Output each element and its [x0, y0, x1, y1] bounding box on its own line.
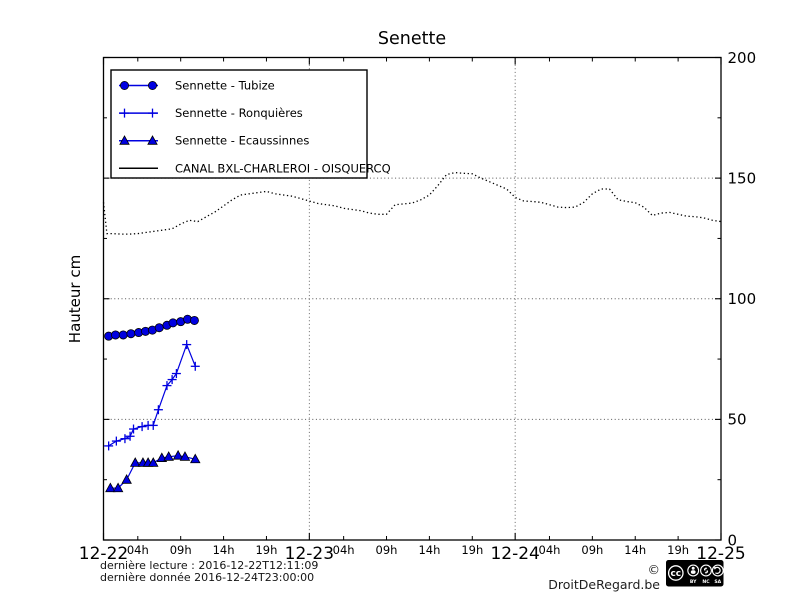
y-tick-label: 100	[728, 290, 757, 308]
last-reading-text: dernière lecture : 2016-12-22T12:11:09	[100, 559, 319, 572]
y-tick-label: 200	[728, 49, 757, 67]
copyright-text: © DroitDeRegard.be	[548, 562, 660, 592]
series-sennette-ecaussinnes	[105, 449, 201, 493]
x-day-label: 12-25	[696, 544, 745, 564]
last-data-text: dernière donnée 2016-12-24T23:00:00	[100, 570, 315, 584]
legend-item-1: Sennette - Ronquières	[119, 106, 303, 120]
legend-item-3: CANAL BXL-CHARLEROI - OISQUERCQ	[119, 161, 391, 175]
axis-ticks	[102, 56, 722, 541]
y-tick-label: 50	[728, 411, 747, 429]
x-day-label: 12-23	[285, 544, 334, 564]
x-hour-label: 04h	[333, 543, 355, 557]
x-hour-label: 14h	[213, 543, 235, 557]
x-hour-label: 19h	[667, 543, 689, 557]
x-hour-label: 04h	[539, 543, 561, 557]
x-hour-label: 19h	[461, 543, 483, 557]
y-tick-label: 150	[728, 169, 757, 187]
x-day-label: 12-22	[79, 544, 128, 564]
x-hour-label: 14h	[624, 543, 646, 557]
legend: Sennette - Tubize Sennette - Ronquières Se…	[110, 69, 391, 179]
footer-info: dernière lecture : 2016-12-22T12:11:09 d…	[100, 560, 318, 583]
legend-item-2: Sennette - Ecaussinnes	[119, 134, 309, 148]
legend-label: Sennette - Tubize	[175, 79, 275, 93]
cc-license-badge: cc $ BY NC SA	[666, 560, 724, 587]
x-day-label: 12-24	[490, 544, 539, 564]
x-hour-label: 14h	[418, 543, 440, 557]
cc-by-label: BY	[690, 579, 697, 585]
y-axis-label: Hauteur cm	[66, 255, 84, 343]
legend-label: Sennette - Ronquières	[175, 106, 303, 120]
cc-by-icon	[687, 564, 700, 577]
cc-sa-icon	[711, 564, 724, 577]
plot-area: 12-22 12-23 12-24 12-25 04h 09h 14h 19h 04h 09h 14…	[79, 49, 756, 564]
legend-label: Sennette - Ecaussinnes	[175, 134, 309, 148]
svg-text:cc: cc	[670, 569, 681, 579]
series-canal-bxl-charleroi-oisquercq	[102, 171, 722, 235]
cc-nc-label: NC	[702, 579, 710, 585]
cc-sa-label: SA	[714, 579, 721, 585]
series-sennette-tubize	[104, 314, 199, 341]
gridlines	[103, 57, 721, 540]
x-hour-label: 09h	[581, 543, 603, 557]
x-hour-label: 04h	[127, 543, 149, 557]
x-hour-label: 09h	[170, 543, 192, 557]
chart-title: Senette	[378, 29, 446, 49]
cc-nc-icon: $	[700, 564, 712, 577]
legend-item-0: Sennette - Tubize	[119, 79, 275, 93]
x-tick-labels: 12-22 12-23 12-24 12-25 04h 09h 14h 19h 04h 09h 14…	[79, 543, 746, 564]
series-sennette-ronqui-res	[104, 340, 200, 451]
y-tick-label: 0	[728, 531, 738, 549]
cc-logo-icon: cc	[667, 565, 684, 581]
legend-label: CANAL BXL-CHARLEROI - OISQUERCQ	[175, 161, 391, 175]
x-hour-label: 09h	[376, 543, 398, 557]
x-hour-label: 19h	[255, 543, 277, 557]
y-tick-labels: 0 50 100 150 200	[728, 49, 757, 550]
